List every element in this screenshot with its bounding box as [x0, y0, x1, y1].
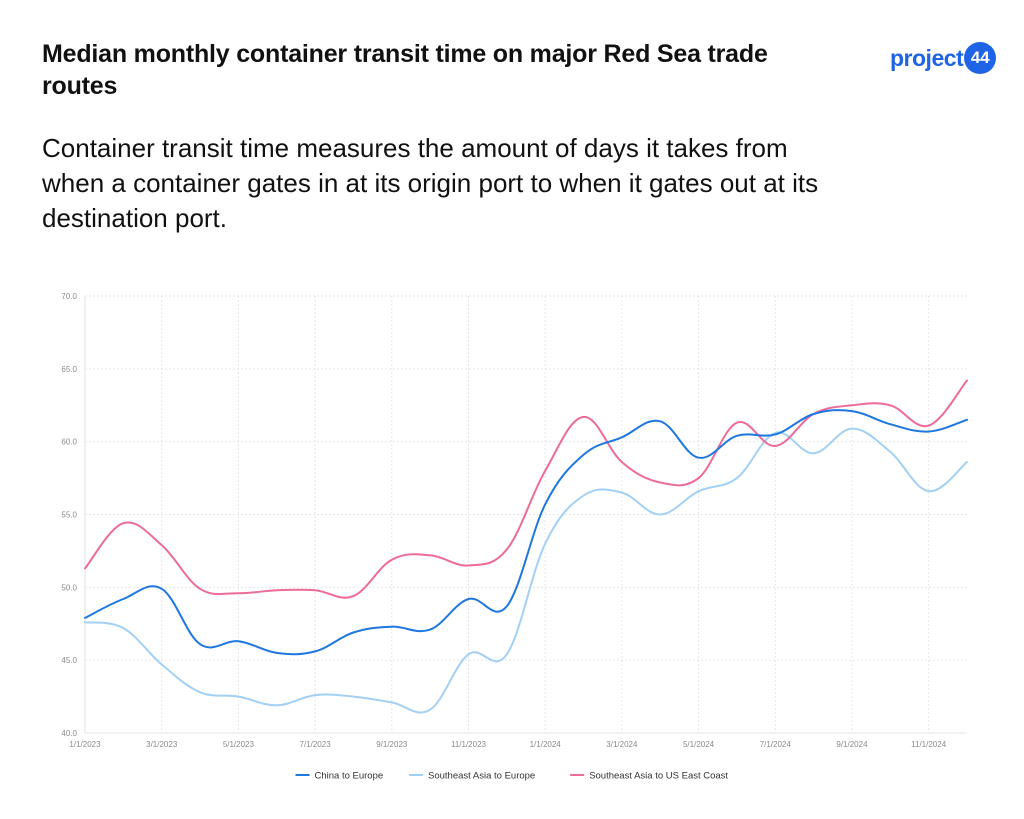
x-tick-label: 5/1/2023 — [223, 740, 255, 749]
x-tick-label: 5/1/2024 — [683, 740, 715, 749]
series-line-china-to-europe — [84, 409, 968, 656]
chart-subtitle: Container transit time measures the amou… — [42, 133, 819, 233]
x-tick-label: 3/1/2023 — [146, 740, 178, 749]
x-tick-label: 11/1/2024 — [911, 740, 947, 749]
y-tick-label: 55.0 — [61, 511, 77, 520]
y-tick-label: 50.0 — [61, 583, 77, 592]
logo-text: project — [890, 44, 964, 71]
series-line-southeast-asia-to-us-east-coast — [84, 379, 968, 599]
logo-badge: 44 — [964, 42, 997, 74]
x-tick-label: 3/1/2024 — [606, 740, 638, 749]
legend-label-southeast-asia-to-us-east-coast: Southeast Asia to US East Coast — [589, 771, 728, 782]
chart-series-lines — [84, 379, 968, 714]
chart-title: Median monthly container transit time on… — [42, 40, 768, 100]
x-tick-label: 11/1/2023 — [451, 740, 487, 749]
project44-logo: project 44 — [890, 41, 997, 75]
y-tick-label: 40.0 — [61, 729, 77, 738]
x-tick-label: 1/1/2024 — [530, 740, 562, 749]
x-axis-ticks: 1/1/2023 3/1/2023 5/1/2023 7/1/2023 9/1/2023… — [69, 740, 946, 749]
x-tick-label: 1/1/2023 — [69, 740, 101, 749]
legend-label-china-to-europe: China to Europe — [315, 771, 384, 782]
x-tick-label: 7/1/2023 — [300, 740, 332, 749]
chart-legend: China to Europe Southeast Asia to Europe S… — [295, 771, 728, 782]
x-tick-label: 9/1/2024 — [836, 740, 868, 749]
y-axis-ticks: 40.0 45.0 50.0 55.0 60.0 65.0 70.0 — [61, 292, 77, 738]
y-tick-label: 65.0 — [61, 365, 77, 374]
series-line-southeast-asia-to-europe — [84, 427, 968, 714]
x-tick-label: 9/1/2023 — [376, 740, 408, 749]
y-tick-label: 70.0 — [61, 292, 77, 301]
y-tick-label: 45.0 — [61, 656, 77, 665]
x-tick-label: 7/1/2024 — [760, 740, 792, 749]
legend-label-southeast-asia-to-europe: Southeast Asia to Europe — [428, 771, 535, 782]
y-tick-label: 60.0 — [61, 438, 77, 447]
